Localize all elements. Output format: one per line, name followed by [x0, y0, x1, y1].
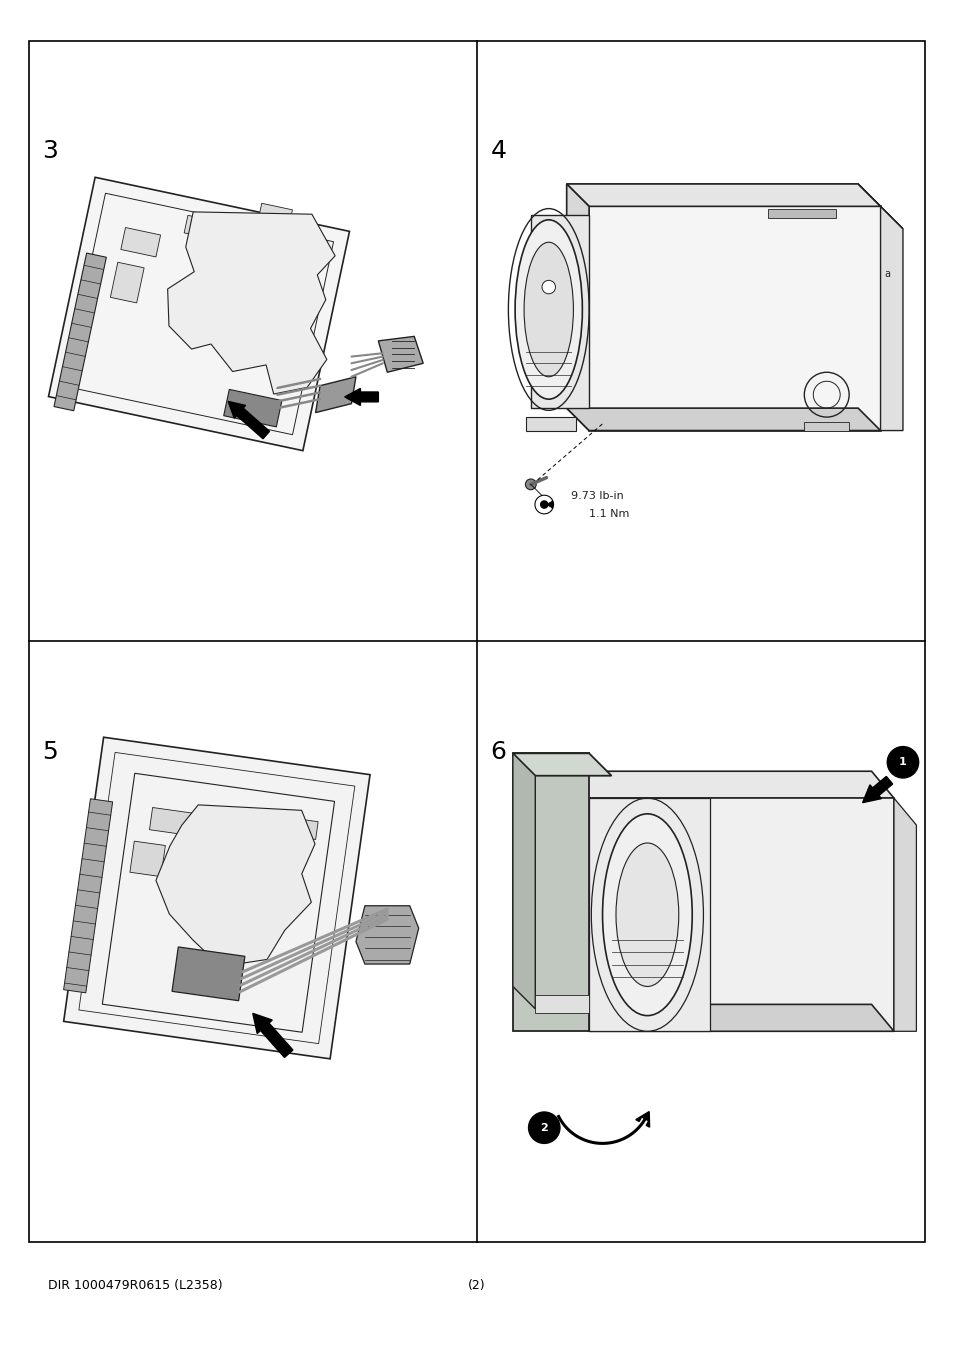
Text: 2: 2: [539, 1123, 548, 1133]
Polygon shape: [535, 995, 588, 1014]
Text: (2): (2): [468, 1278, 485, 1292]
Polygon shape: [184, 216, 232, 242]
Polygon shape: [54, 252, 106, 410]
Polygon shape: [588, 798, 893, 1031]
Polygon shape: [49, 177, 349, 451]
Circle shape: [541, 281, 555, 294]
Polygon shape: [513, 753, 535, 1008]
Polygon shape: [803, 421, 848, 431]
Polygon shape: [130, 841, 165, 876]
Text: 6: 6: [490, 740, 506, 764]
Polygon shape: [315, 377, 355, 413]
Circle shape: [528, 1112, 559, 1143]
Text: 3: 3: [42, 139, 58, 163]
Polygon shape: [155, 805, 314, 967]
Polygon shape: [111, 262, 144, 302]
Polygon shape: [121, 228, 160, 256]
Polygon shape: [355, 906, 418, 964]
Polygon shape: [566, 1004, 893, 1031]
Text: 1: 1: [898, 757, 906, 767]
Polygon shape: [857, 184, 902, 228]
Polygon shape: [880, 207, 902, 431]
Ellipse shape: [602, 814, 692, 1015]
Ellipse shape: [515, 220, 581, 400]
Circle shape: [525, 479, 536, 490]
Polygon shape: [767, 209, 835, 217]
Polygon shape: [64, 799, 112, 992]
Polygon shape: [64, 737, 370, 1058]
FancyArrow shape: [635, 1111, 649, 1127]
Text: 5: 5: [42, 740, 58, 764]
Ellipse shape: [523, 242, 573, 377]
Polygon shape: [168, 212, 335, 394]
Polygon shape: [588, 798, 709, 1031]
Polygon shape: [378, 336, 423, 373]
Text: 1.1 Nm: 1.1 Nm: [588, 509, 629, 518]
Polygon shape: [566, 771, 893, 798]
Polygon shape: [566, 184, 880, 207]
Ellipse shape: [616, 842, 679, 987]
Polygon shape: [530, 216, 588, 408]
Circle shape: [540, 501, 547, 508]
Polygon shape: [150, 807, 193, 836]
Circle shape: [534, 494, 554, 514]
Polygon shape: [566, 184, 588, 431]
Text: 4: 4: [490, 139, 506, 163]
FancyArrow shape: [253, 1014, 293, 1057]
FancyArrow shape: [862, 776, 892, 803]
FancyArrow shape: [228, 401, 270, 439]
Wedge shape: [536, 497, 551, 513]
Polygon shape: [566, 408, 880, 431]
Text: DIR 1000479R0615 (L2358): DIR 1000479R0615 (L2358): [48, 1278, 222, 1292]
Polygon shape: [526, 417, 575, 431]
Polygon shape: [893, 798, 916, 1031]
Polygon shape: [284, 817, 317, 840]
Polygon shape: [513, 753, 611, 776]
Circle shape: [886, 747, 918, 778]
Polygon shape: [588, 207, 880, 431]
Polygon shape: [566, 184, 880, 207]
FancyArrow shape: [344, 389, 378, 405]
Text: a: a: [883, 269, 889, 278]
Polygon shape: [223, 389, 282, 427]
Text: 9.73 lb-in: 9.73 lb-in: [571, 490, 623, 501]
Polygon shape: [172, 946, 245, 1000]
Polygon shape: [257, 204, 293, 227]
Polygon shape: [513, 753, 588, 1031]
Polygon shape: [566, 771, 588, 1031]
